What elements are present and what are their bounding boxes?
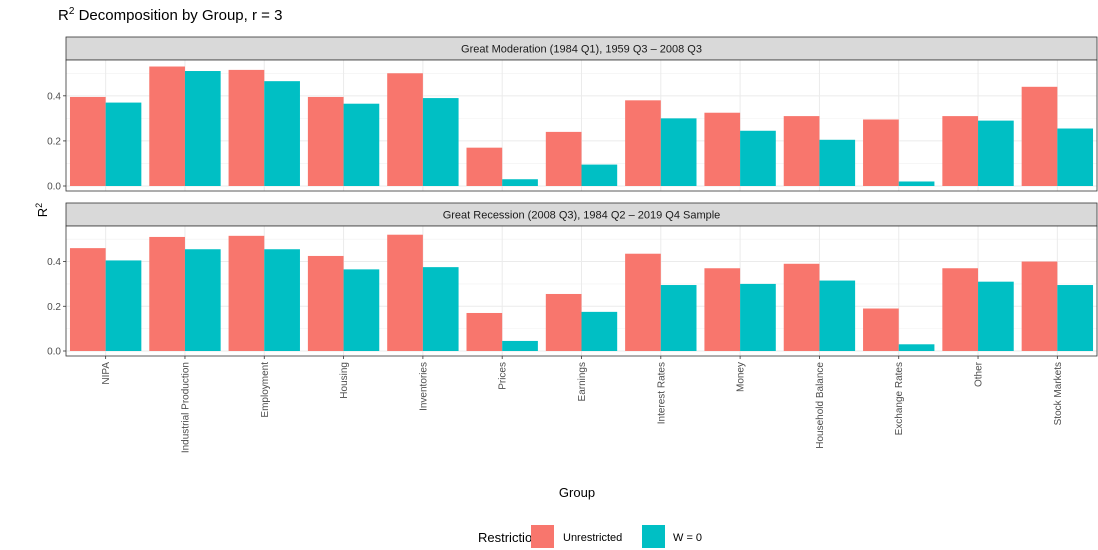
x-tick-label-1: Industrial Production	[180, 362, 191, 453]
facet-panel-1: Great Recession (2008 Q3), 1984 Q2 – 201…	[47, 202, 1098, 359]
bar-w0-11	[978, 120, 1014, 186]
bar-unrestricted-0	[69, 248, 106, 351]
x-axis-labels: NIPA Industrial Production Employment Housi…	[101, 361, 1064, 453]
x-tick-label-9: Household Balance	[815, 362, 826, 449]
chart-title-main: R	[58, 7, 69, 24]
bar-unrestricted-7	[625, 253, 661, 351]
plot-border	[65, 59, 1098, 192]
bar-unrestricted-5	[466, 312, 503, 351]
bar-w0-3	[343, 269, 380, 351]
x-tick-label-4: Inventories	[418, 362, 429, 411]
x-tick-label-3: Housing	[339, 362, 350, 399]
y-tick-label: 0.0	[47, 182, 61, 193]
x-tick-label-6: Earnings	[577, 362, 588, 401]
legend: Restriction Unrestricted W = 0	[478, 525, 702, 548]
bar-unrestricted-6	[545, 293, 582, 351]
x-axis-title: Group	[559, 485, 595, 500]
bar-unrestricted-6	[545, 131, 582, 186]
chart-title-sup: 2	[69, 6, 75, 17]
bar-unrestricted-12	[1021, 86, 1058, 186]
legend-title: Restriction	[478, 530, 539, 545]
legend-swatch-w0	[642, 525, 665, 548]
bar-w0-6	[581, 164, 618, 186]
bar-unrestricted-8	[704, 112, 741, 186]
bar-w0-0	[105, 102, 142, 186]
y-axis-title: R2	[34, 203, 50, 217]
bar-w0-6	[581, 311, 618, 351]
bar-w0-10	[898, 344, 935, 351]
x-tick-label-11: Other	[974, 361, 985, 387]
x-tick-label-0: NIPA	[101, 362, 112, 385]
bar-unrestricted-4	[387, 234, 423, 351]
bar-unrestricted-2	[228, 69, 265, 186]
bar-w0-4	[422, 267, 459, 351]
bar-unrestricted-1	[149, 66, 185, 186]
bar-w0-0	[105, 260, 142, 351]
chart-title-rest: Decomposition by Group, r = 3	[74, 7, 282, 24]
bar-w0-12	[1057, 285, 1094, 351]
x-tick-label-7: Interest Rates	[656, 362, 667, 424]
bar-unrestricted-9	[783, 116, 820, 186]
y-tick-label: 0.2	[47, 136, 61, 147]
legend-swatch-unrestricted	[531, 525, 554, 548]
bar-unrestricted-0	[69, 96, 106, 186]
bar-unrestricted-10	[863, 119, 899, 186]
bar-unrestricted-12	[1021, 261, 1058, 351]
panels-group: Great Moderation (1984 Q1), 1959 Q3 – 20…	[47, 36, 1098, 359]
bar-w0-7	[660, 118, 697, 186]
x-tick-label-8: Money	[736, 362, 747, 392]
bar-w0-12	[1057, 128, 1094, 186]
bar-w0-8	[740, 130, 776, 186]
bar-w0-4	[422, 98, 459, 186]
x-tick-label-2: Employment	[260, 362, 271, 418]
y-tick-label: 0.4	[47, 91, 61, 102]
bar-unrestricted-11	[942, 116, 979, 186]
facet-strip-label: Great Moderation (1984 Q1), 1959 Q3 – 20…	[461, 44, 702, 56]
bar-w0-5	[502, 179, 538, 186]
bar-unrestricted-3	[307, 255, 344, 351]
bar-w0-10	[898, 181, 935, 186]
bar-unrestricted-7	[625, 100, 661, 186]
facet-strip-label: Great Recession (2008 Q3), 1984 Q2 – 201…	[443, 210, 721, 222]
bar-unrestricted-11	[942, 268, 979, 351]
x-tick-label-10: Exchange Rates	[894, 362, 905, 435]
y-tick-label: 0.2	[47, 302, 61, 313]
bar-unrestricted-5	[466, 147, 503, 186]
bar-unrestricted-10	[863, 308, 899, 351]
facet-panel-0: Great Moderation (1984 Q1), 1959 Q3 – 20…	[47, 36, 1098, 193]
legend-label-w0: W = 0	[673, 532, 702, 544]
bar-unrestricted-3	[307, 96, 344, 186]
bar-w0-7	[660, 285, 697, 351]
bar-w0-3	[343, 103, 380, 186]
bar-w0-2	[264, 81, 300, 186]
y-axis-title-sup: 2	[34, 203, 44, 208]
legend-label-unrestricted: Unrestricted	[563, 532, 622, 544]
x-tick-label-12: Stock Markets	[1053, 362, 1064, 425]
bar-w0-5	[502, 340, 538, 351]
x-tick-label-5: Prices	[498, 362, 509, 390]
bar-unrestricted-2	[228, 235, 265, 351]
bar-w0-8	[740, 283, 776, 351]
bar-w0-9	[819, 280, 856, 351]
bar-unrestricted-9	[783, 263, 820, 351]
y-axis-title-main: R	[35, 208, 50, 217]
bar-w0-2	[264, 249, 300, 351]
chart-title: R2 Decomposition by Group, r = 3	[58, 6, 282, 24]
bar-unrestricted-4	[387, 73, 423, 186]
bar-w0-11	[978, 281, 1014, 351]
bar-unrestricted-8	[704, 268, 741, 351]
y-tick-label: 0.0	[47, 347, 61, 358]
bar-w0-9	[819, 139, 856, 186]
bar-w0-1	[184, 249, 221, 351]
bar-unrestricted-1	[149, 236, 185, 351]
y-tick-label: 0.4	[47, 257, 61, 268]
bar-w0-1	[184, 71, 221, 186]
